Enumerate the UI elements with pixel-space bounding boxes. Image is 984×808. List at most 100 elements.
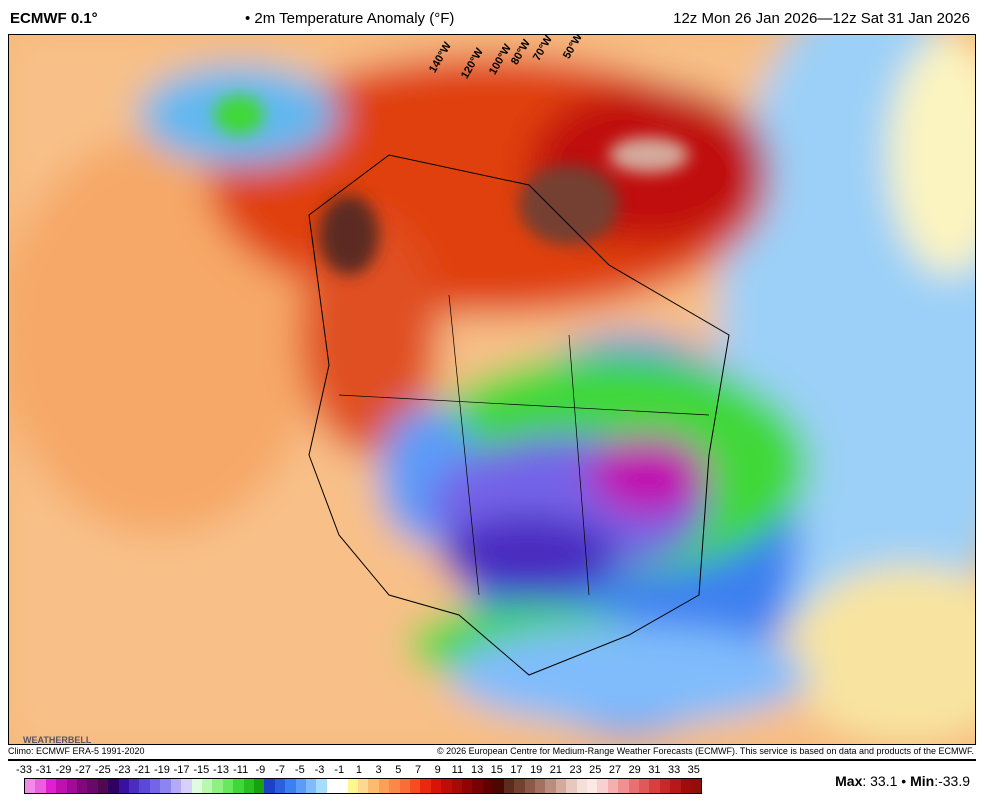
- colorbar-tick: -27: [75, 764, 92, 776]
- colorbar-cell: [45, 779, 57, 793]
- colorbar-tick: 29: [628, 764, 641, 776]
- min-value: -33.9: [938, 773, 970, 789]
- colorbar-cell: [285, 779, 296, 793]
- colorbar-tick: 27: [608, 764, 622, 776]
- colorbar-tick: 15: [490, 764, 503, 776]
- colorbar-cell: [139, 779, 150, 793]
- colorbar-tick: 11: [451, 764, 464, 776]
- copyright-note: © 2026 European Centre for Medium-Range …: [436, 746, 974, 756]
- colorbar-tick: 23: [569, 764, 582, 776]
- map-field: [9, 35, 975, 744]
- colorbar-cell: [108, 779, 119, 793]
- colorbar-cell: [399, 779, 411, 793]
- colorbar-tick: 1: [355, 764, 362, 776]
- colorbar-cell: [316, 779, 327, 793]
- colorbar-cell: [410, 779, 421, 793]
- colorbar-cell: [555, 779, 567, 793]
- colorbar-tick: -17: [173, 764, 190, 776]
- colorbar-tick: -5: [294, 764, 305, 776]
- colorbar-cell: [493, 779, 504, 793]
- colorbar-tick: -23: [114, 764, 131, 776]
- colorbar-cell: [441, 779, 452, 793]
- colorbar-cell: [181, 779, 192, 793]
- colorbar-cell: [191, 779, 202, 793]
- colorbar-cell: [56, 779, 67, 793]
- colorbar-cell: [243, 779, 254, 793]
- weatherbell-logo: WEATHERBELL: [23, 735, 92, 745]
- colorbar-cell: [66, 779, 78, 793]
- colorbar-tick: 9: [434, 764, 441, 776]
- colorbar-cell: [160, 779, 171, 793]
- colorbar-cell: [472, 779, 483, 793]
- colorbar-tick: -3: [314, 764, 325, 776]
- colorbar-cell: [649, 779, 660, 793]
- colorbar-cell: [368, 779, 379, 793]
- colorbar-tick: -29: [55, 764, 72, 776]
- colorbar-tick: 5: [395, 764, 402, 776]
- colorbar-cell: [295, 779, 306, 793]
- colorbar-cell: [670, 779, 681, 793]
- colorbar-cell: [149, 779, 161, 793]
- colorbar-ticks: -33 -31 -29 -27 -25 -23 -21 -19 -17 -15 -13 -11 -9 -7…: [14, 764, 704, 778]
- colorbar-tick: -31: [35, 764, 52, 776]
- colorbar-cell: [462, 779, 473, 793]
- colorbar-cell: [534, 779, 546, 793]
- colorbar-cell: [691, 779, 702, 793]
- colorbar-cell: [222, 779, 234, 793]
- colorbar-cell: [378, 779, 390, 793]
- colorbar-tick: 7: [414, 764, 422, 776]
- colorbar-cell: [97, 779, 109, 793]
- colorbar-cell: [659, 779, 671, 793]
- colorbar-tick: -7: [275, 764, 285, 776]
- colorbar-tick: 35: [687, 764, 700, 776]
- colorbar-cell: [618, 779, 629, 793]
- variable-title: • 2m Temperature Anomaly (°F): [245, 10, 455, 27]
- colorbar-cell: [482, 779, 494, 793]
- colorbar-cell: [389, 779, 400, 793]
- valid-time: 12z Mon 26 Jan 2026—12z Sat 31 Jan 2026: [673, 10, 970, 27]
- colorbar-tick: 31: [648, 764, 661, 776]
- colorbar-cell: [451, 779, 463, 793]
- separator: •: [897, 773, 911, 789]
- min-label: Min: [910, 773, 935, 789]
- colorbar-cell: [514, 779, 525, 793]
- colorbar-cell: [430, 779, 442, 793]
- colorbar-cell: [35, 779, 46, 793]
- colorbar-cell: [253, 779, 265, 793]
- colorbar-tick: -19: [153, 764, 170, 776]
- colorbar-tick: 19: [530, 764, 543, 776]
- colorbar-cell: [212, 779, 223, 793]
- colorbar-tick: -1: [334, 764, 345, 776]
- colorbar-tick: -15: [193, 764, 210, 776]
- colorbar-cell: [264, 779, 275, 793]
- colorbar-cell: [420, 779, 431, 793]
- colorbar-tick: -9: [255, 764, 266, 776]
- colorbar: [24, 778, 702, 794]
- colorbar-cell: [326, 779, 338, 793]
- colorbar-cell: [305, 779, 317, 793]
- colorbar-cell: [638, 779, 650, 793]
- colorbar-cell: [25, 779, 36, 793]
- colorbar-tick: -33: [16, 764, 32, 776]
- colorbar-cell: [607, 779, 619, 793]
- divider: [8, 759, 976, 761]
- colorbar-cell: [597, 779, 608, 793]
- colorbar-cell: [170, 779, 182, 793]
- colorbar-tick: 21: [549, 764, 563, 776]
- colorbar-tick: 13: [470, 764, 484, 776]
- colorbar-cell: [628, 779, 639, 793]
- colorbar-tick: -11: [233, 764, 249, 776]
- colorbar-tick: 17: [510, 764, 523, 776]
- colorbar-cell: [337, 779, 348, 793]
- colorbar-tick: -13: [213, 764, 229, 776]
- colorbar-tick: 25: [589, 764, 602, 776]
- colorbar-cell: [503, 779, 515, 793]
- colorbar-tick: 33: [667, 764, 681, 776]
- colorbar-cell: [118, 779, 130, 793]
- colorbar-cell: [586, 779, 598, 793]
- colorbar-cell: [201, 779, 213, 793]
- colorbar-tick: -25: [94, 764, 111, 776]
- colorbar-cell: [77, 779, 88, 793]
- colorbar-cell: [233, 779, 244, 793]
- colorbar-cell: [566, 779, 577, 793]
